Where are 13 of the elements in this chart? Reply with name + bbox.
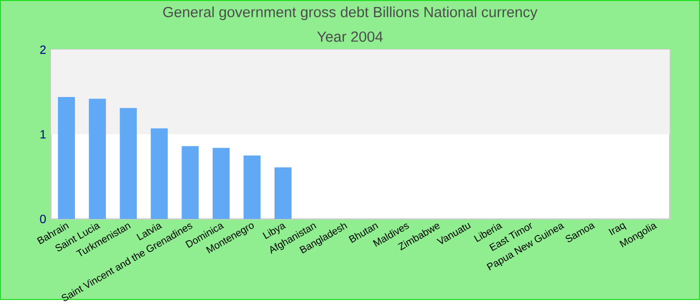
bar: [120, 108, 137, 219]
chart-subtitle: Year 2004: [317, 31, 383, 42]
bar: [182, 146, 199, 219]
bar: [212, 148, 230, 219]
y-tick-label: 2: [40, 45, 46, 54]
y-tick-label: 1: [40, 130, 46, 138]
bar: [244, 155, 261, 219]
bar: [58, 97, 75, 219]
y-tick-label: 0: [40, 214, 46, 224]
bar: [88, 98, 106, 219]
chart-title: General government gross debt Billions National currency: [163, 6, 538, 20]
bar: [274, 167, 292, 219]
bar: [150, 128, 168, 219]
